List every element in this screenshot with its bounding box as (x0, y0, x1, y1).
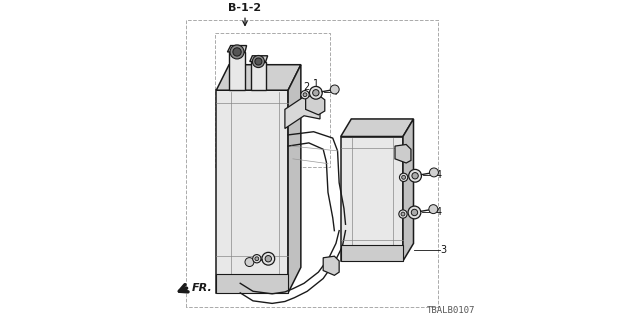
Polygon shape (288, 65, 301, 293)
Polygon shape (250, 56, 268, 61)
Text: 1: 1 (408, 183, 414, 193)
Polygon shape (285, 97, 320, 129)
Circle shape (429, 168, 438, 177)
Text: B-1-2: B-1-2 (228, 3, 262, 13)
Polygon shape (395, 145, 411, 163)
Text: 2: 2 (397, 180, 403, 190)
Polygon shape (340, 137, 403, 261)
Text: TBALB0107: TBALB0107 (426, 306, 475, 315)
Text: 2: 2 (303, 82, 310, 92)
Circle shape (409, 169, 422, 182)
Circle shape (265, 256, 271, 262)
Circle shape (310, 86, 322, 99)
Polygon shape (216, 274, 288, 293)
Circle shape (330, 85, 339, 94)
Circle shape (233, 48, 241, 56)
Polygon shape (229, 52, 245, 90)
Circle shape (255, 58, 262, 65)
Text: FR.: FR. (192, 283, 212, 293)
Polygon shape (227, 45, 246, 52)
Circle shape (429, 205, 438, 214)
Circle shape (230, 45, 244, 59)
Polygon shape (252, 61, 266, 90)
Circle shape (303, 93, 307, 97)
Text: 4: 4 (332, 87, 338, 98)
Circle shape (399, 210, 407, 218)
Circle shape (412, 209, 418, 216)
Circle shape (301, 91, 309, 99)
Circle shape (408, 206, 421, 219)
Polygon shape (323, 256, 339, 275)
Circle shape (255, 257, 259, 261)
Polygon shape (216, 65, 301, 90)
Polygon shape (340, 119, 413, 137)
Text: 3: 3 (440, 245, 447, 255)
Text: 4: 4 (436, 171, 442, 180)
Circle shape (253, 255, 261, 263)
Circle shape (399, 173, 408, 181)
Text: 1: 1 (265, 261, 271, 271)
Circle shape (252, 55, 264, 68)
Circle shape (245, 258, 254, 267)
Text: 2: 2 (253, 261, 259, 271)
Polygon shape (340, 245, 403, 261)
Circle shape (313, 90, 319, 96)
Circle shape (401, 212, 405, 216)
Text: 4: 4 (436, 207, 442, 217)
Polygon shape (403, 119, 413, 261)
Circle shape (412, 172, 419, 179)
Polygon shape (216, 90, 288, 293)
Circle shape (402, 175, 406, 179)
Text: 1: 1 (313, 79, 319, 89)
Circle shape (262, 252, 275, 265)
Polygon shape (306, 95, 324, 115)
